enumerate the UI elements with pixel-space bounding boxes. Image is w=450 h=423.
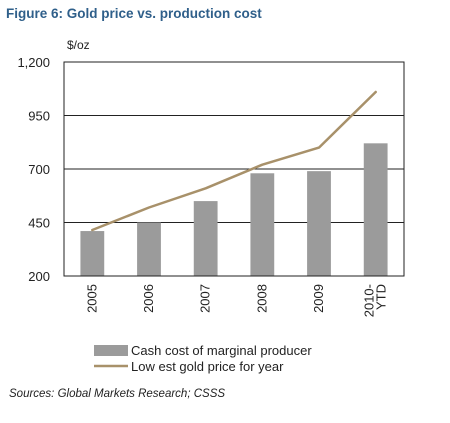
y-tick-label: 1,200 (17, 55, 50, 70)
y-tick-label: 200 (28, 269, 50, 284)
x-tick-label: 2009 (311, 284, 326, 313)
x-tick-label: 2007 (198, 284, 213, 313)
bar-series (80, 143, 388, 276)
x-tick-labels: 2005 2006 2007 2008 2009 2010-YTD (84, 284, 388, 317)
x-tick-label: 2006 (141, 284, 156, 313)
bar (137, 222, 161, 276)
bar (80, 231, 105, 276)
y-tick-label: 700 (28, 162, 50, 177)
x-tick-label: YTD (374, 284, 389, 310)
x-tick-label: 2005 (84, 284, 99, 313)
x-tick-label: 2008 (254, 284, 269, 313)
x-tick-label: 2010- (362, 284, 377, 317)
figure-title: Figure 6: Gold price vs. production cost (6, 6, 262, 21)
plot-frame (63, 61, 405, 277)
bar (307, 171, 331, 276)
bar (363, 143, 388, 276)
y-tick-label: 950 (28, 109, 50, 124)
y-axis-unit-label: $/oz (67, 38, 90, 52)
series-line (91, 90, 377, 232)
gridlines (64, 115, 404, 223)
bar (193, 201, 218, 276)
bar (250, 173, 275, 276)
y-tick-label: 450 (28, 216, 50, 231)
y-tick-labels: 1,200 950 700 450 200 (17, 55, 50, 284)
legend-label: Cash cost of marginal producer (131, 343, 312, 358)
line-series (91, 90, 377, 232)
source-note: Sources: Global Markets Research; CSSS (9, 388, 226, 400)
legend-label: Low est gold price for year (131, 359, 284, 374)
legend-bar-swatch (94, 345, 128, 356)
